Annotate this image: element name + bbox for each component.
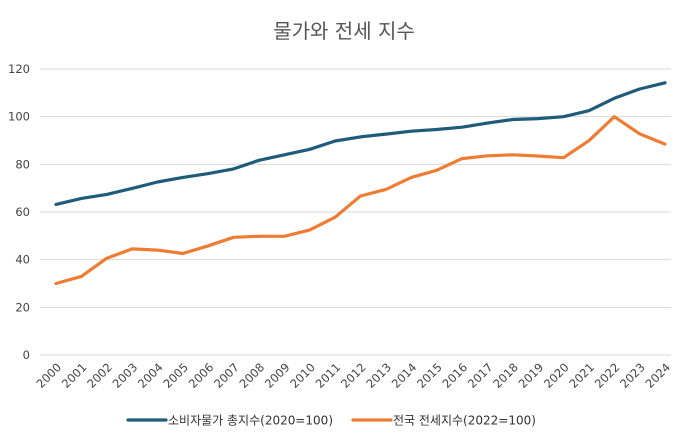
x-tick-label: 2005	[160, 360, 191, 391]
legend-item-1: 소비자물가 총지수(2020=100)	[126, 414, 333, 428]
x-tick-label: 2002	[84, 360, 115, 391]
x-axis-ticks: 2000200120022003200420052006200720082009…	[34, 360, 674, 391]
series-2	[54, 115, 667, 286]
x-tick-label: 2021	[566, 360, 597, 391]
series-lines	[54, 81, 667, 286]
y-tick-label: 120	[8, 62, 30, 76]
series-line	[54, 115, 667, 286]
x-tick-label: 2004	[135, 360, 166, 391]
legend-label: 소비자물가 총지수(2020=100)	[168, 414, 333, 428]
x-tick-label: 2007	[211, 360, 242, 391]
x-tick-label: 2020	[541, 360, 572, 391]
y-tick-label: 80	[15, 157, 30, 171]
x-tick-label: 2006	[186, 360, 217, 391]
x-tick-label: 2012	[338, 360, 369, 391]
series-1	[54, 81, 667, 206]
y-tick-label: 100	[8, 110, 30, 124]
x-tick-label: 2014	[389, 360, 420, 391]
x-tick-label: 2016	[440, 360, 471, 391]
y-tick-label: 60	[15, 205, 30, 219]
x-tick-label: 2017	[465, 360, 496, 391]
legend-label: 전국 전세지수(2022=100)	[393, 414, 536, 428]
x-tick-label: 2019	[516, 360, 547, 391]
series-line	[54, 81, 667, 206]
gridlines	[40, 68, 671, 356]
y-tick-label: 40	[15, 253, 30, 267]
y-tick-label: 20	[15, 300, 30, 314]
x-tick-label: 2003	[110, 360, 141, 391]
x-tick-label: 2008	[237, 360, 268, 391]
y-axis-ticks: 0 20 40 60 80 100 120	[8, 62, 30, 362]
y-tick-label: 0	[23, 348, 30, 362]
chart-title: 물가와 전세 지수	[273, 19, 415, 43]
x-tick-label: 2001	[59, 360, 90, 391]
legend: 소비자물가 총지수(2020=100) 전국 전세지수(2022=100)	[126, 414, 536, 428]
x-tick-label: 2010	[287, 360, 318, 391]
x-tick-label: 2000	[34, 360, 65, 391]
x-tick-label: 2011	[313, 360, 344, 391]
x-tick-label: 2015	[414, 360, 445, 391]
x-tick-label: 2024	[643, 360, 674, 391]
x-tick-label: 2023	[617, 360, 648, 391]
x-tick-label: 2018	[490, 360, 521, 391]
x-tick-label: 2009	[262, 360, 293, 391]
legend-item-2: 전국 전세지수(2022=100)	[351, 414, 536, 428]
x-tick-label: 2013	[363, 360, 394, 391]
x-tick-label: 2022	[592, 360, 623, 391]
